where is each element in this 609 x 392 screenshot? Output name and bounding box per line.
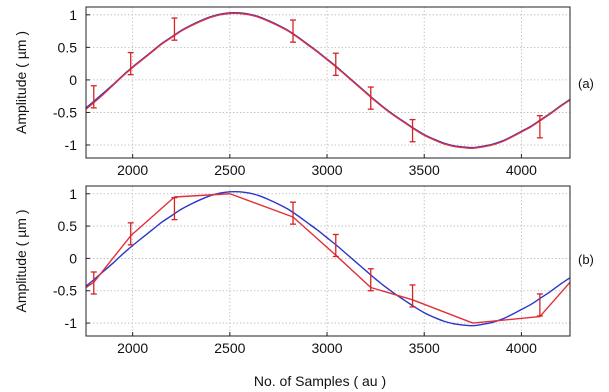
panel-a-xtick-label: 4000 bbox=[506, 162, 537, 178]
panel-b-measured-line bbox=[86, 193, 570, 324]
panel-a-frame bbox=[85, 6, 571, 159]
panel-b-xtick-label: 2000 bbox=[117, 340, 148, 356]
panel-b: 2000 2500 3000 3500 4000 -1 -0.5 0 0.5 1 Amplitud… bbox=[13, 185, 594, 389]
panel-a-xtick-label: 3500 bbox=[409, 162, 440, 178]
panel-a-tag: (a) bbox=[578, 76, 594, 91]
panel-a-ytick-label: -1 bbox=[65, 137, 78, 153]
panel-a: 2000 2500 3000 3500 4000 -1 -0.5 0 0.5 1 Amplitud… bbox=[13, 6, 594, 178]
panel-b-tick-labels: 2000 2500 3000 3500 4000 -1 -0.5 0 0.5 1 bbox=[53, 186, 537, 356]
panel-b-errorbar bbox=[367, 268, 374, 292]
panel-b-xtick-label: 4000 bbox=[506, 340, 537, 356]
panel-a-ytick-label: 0 bbox=[69, 72, 77, 88]
panel-b-xlabel: No. of Samples ( au ) bbox=[254, 373, 386, 389]
panel-a-xtick-label: 2000 bbox=[117, 162, 148, 178]
panel-b-fit-line bbox=[86, 190, 570, 327]
panel-a-errorbars bbox=[90, 17, 543, 143]
panel-a-errorbar bbox=[367, 86, 374, 110]
panel-b-errorbars bbox=[90, 196, 543, 317]
panel-a-tick-labels: 2000 2500 3000 3500 4000 -1 -0.5 0 0.5 1 bbox=[53, 7, 537, 178]
panel-a-ytick-label: 1 bbox=[69, 7, 77, 23]
panel-b-ytick-label: 0 bbox=[69, 250, 77, 266]
panel-a-errorbar bbox=[90, 85, 97, 109]
panel-b-errorbar bbox=[90, 271, 97, 295]
panel-b-xtick-label: 2500 bbox=[214, 340, 245, 356]
panel-a-xtick-label: 3000 bbox=[311, 162, 342, 178]
panel-a-errorbar bbox=[290, 19, 297, 43]
panel-a-errorbar bbox=[536, 115, 543, 139]
panel-b-ytick-label: 1 bbox=[69, 186, 77, 202]
panel-b-tag: (b) bbox=[578, 252, 594, 267]
panel-b-grid bbox=[86, 186, 570, 336]
panel-a-errorbar bbox=[171, 17, 178, 41]
panel-b-errorbar bbox=[332, 233, 339, 258]
panel-a-xtick-label: 2500 bbox=[214, 162, 245, 178]
panel-b-errorbar bbox=[127, 222, 134, 246]
panel-b-errorbar bbox=[536, 293, 543, 317]
panel-b-frame bbox=[85, 185, 571, 337]
panel-a-errorbar bbox=[127, 51, 134, 76]
panel-a-measured-line bbox=[86, 12, 570, 149]
panel-a-ytick-label: 0.5 bbox=[58, 39, 78, 55]
panel-a-ytick-label: -0.5 bbox=[53, 104, 77, 120]
panel-a-grid bbox=[86, 7, 570, 158]
panel-b-ylabel: Amplitude ( µm ) bbox=[13, 210, 29, 313]
panel-b-ytick-label: -0.5 bbox=[53, 283, 77, 299]
panel-b-ytick-label: -1 bbox=[65, 315, 78, 331]
panel-a-errorbar bbox=[332, 52, 339, 76]
panel-a-errorbar bbox=[409, 118, 416, 143]
panel-b-xtick-label: 3500 bbox=[409, 340, 440, 356]
panel-b-errorbar bbox=[290, 201, 297, 225]
panel-b-errorbar bbox=[171, 196, 178, 221]
panel-a-series bbox=[86, 11, 570, 149]
panel-a-ylabel: Amplitude ( µm ) bbox=[13, 31, 29, 134]
panel-b-ytick-label: 0.5 bbox=[58, 218, 78, 234]
panel-b-series bbox=[86, 190, 570, 327]
panel-b-xtick-label: 3000 bbox=[311, 340, 342, 356]
panel-b-errorbar bbox=[409, 284, 416, 308]
